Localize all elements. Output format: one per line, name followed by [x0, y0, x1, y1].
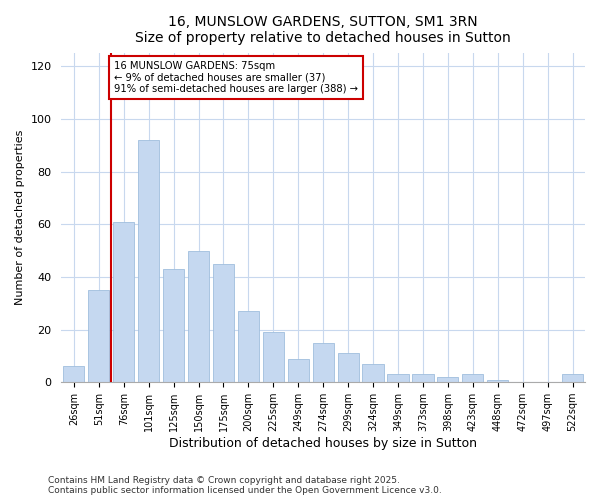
Bar [437, 377, 458, 382]
Bar [412, 374, 434, 382]
Bar [238, 311, 259, 382]
Bar [113, 222, 134, 382]
Bar [163, 269, 184, 382]
Bar [188, 250, 209, 382]
Bar [462, 374, 484, 382]
Bar [487, 380, 508, 382]
Text: Contains HM Land Registry data © Crown copyright and database right 2025.
Contai: Contains HM Land Registry data © Crown c… [48, 476, 442, 495]
Bar [313, 343, 334, 382]
Bar [362, 364, 383, 382]
Bar [388, 374, 409, 382]
Text: 16 MUNSLOW GARDENS: 75sqm
← 9% of detached houses are smaller (37)
91% of semi-d: 16 MUNSLOW GARDENS: 75sqm ← 9% of detach… [114, 61, 358, 94]
Bar [287, 358, 309, 382]
X-axis label: Distribution of detached houses by size in Sutton: Distribution of detached houses by size … [169, 437, 477, 450]
Title: 16, MUNSLOW GARDENS, SUTTON, SM1 3RN
Size of property relative to detached house: 16, MUNSLOW GARDENS, SUTTON, SM1 3RN Siz… [136, 15, 511, 45]
Bar [138, 140, 159, 382]
Y-axis label: Number of detached properties: Number of detached properties [15, 130, 25, 306]
Bar [562, 374, 583, 382]
Bar [338, 354, 359, 382]
Bar [88, 290, 109, 382]
Bar [213, 264, 234, 382]
Bar [63, 366, 85, 382]
Bar [263, 332, 284, 382]
